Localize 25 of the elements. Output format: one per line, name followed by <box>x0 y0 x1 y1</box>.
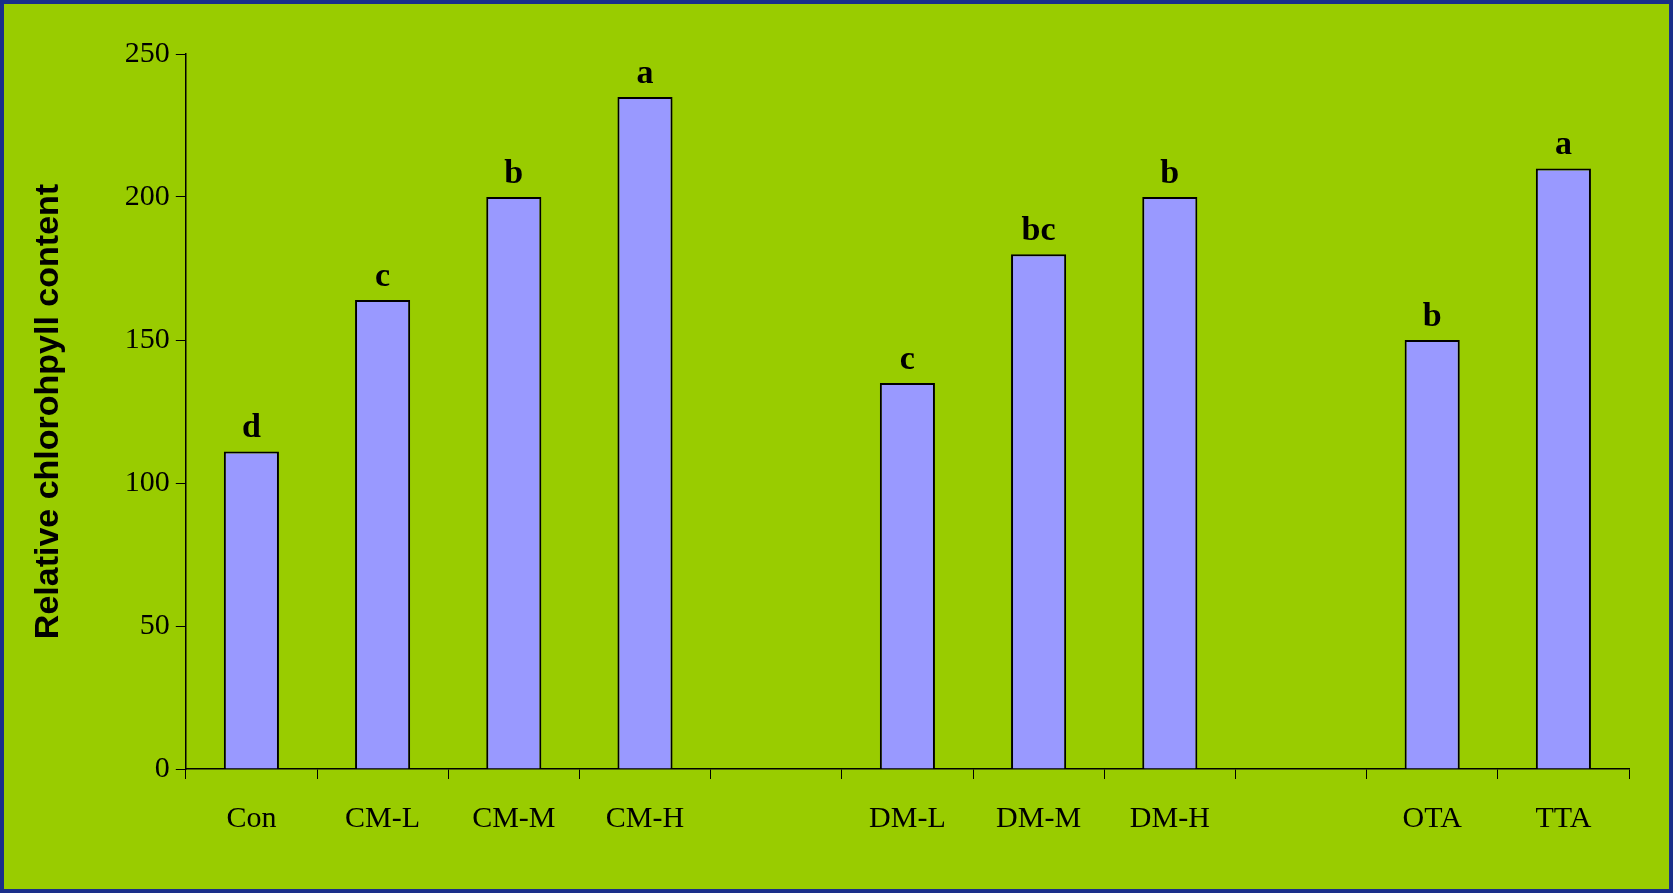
annotation: a <box>1554 124 1572 162</box>
x-tick-label: CM-L <box>345 799 421 833</box>
annotation: c <box>375 255 391 293</box>
annotation: b <box>504 152 524 190</box>
annotation: b <box>1422 295 1442 333</box>
annotation: bc <box>1021 209 1056 247</box>
y-tick-label: 100 <box>124 463 170 497</box>
annotation: c <box>899 338 915 376</box>
x-tick-label: CM-M <box>472 799 556 833</box>
y-tick-label: 200 <box>124 177 170 211</box>
y-tick-label: 150 <box>124 320 170 354</box>
x-tick-label: Con <box>226 799 277 833</box>
annotation: a <box>636 52 654 90</box>
annotation: b <box>1160 152 1180 190</box>
x-tick-label: DM-M <box>996 799 1082 833</box>
x-tick-label: TTA <box>1535 799 1592 833</box>
annotation: d <box>241 407 261 445</box>
x-tick-label: DM-H <box>1129 799 1210 833</box>
x-tick-label: CM-H <box>605 799 685 833</box>
x-tick-label: DM-L <box>869 799 946 833</box>
x-tick-label: OTA <box>1402 799 1463 833</box>
y-axis-title: Relative chlorohpyll content <box>26 183 65 640</box>
y-tick-label: 50 <box>139 606 170 640</box>
y-tick-label: 0 <box>154 749 170 783</box>
y-tick-label: 250 <box>124 34 170 68</box>
